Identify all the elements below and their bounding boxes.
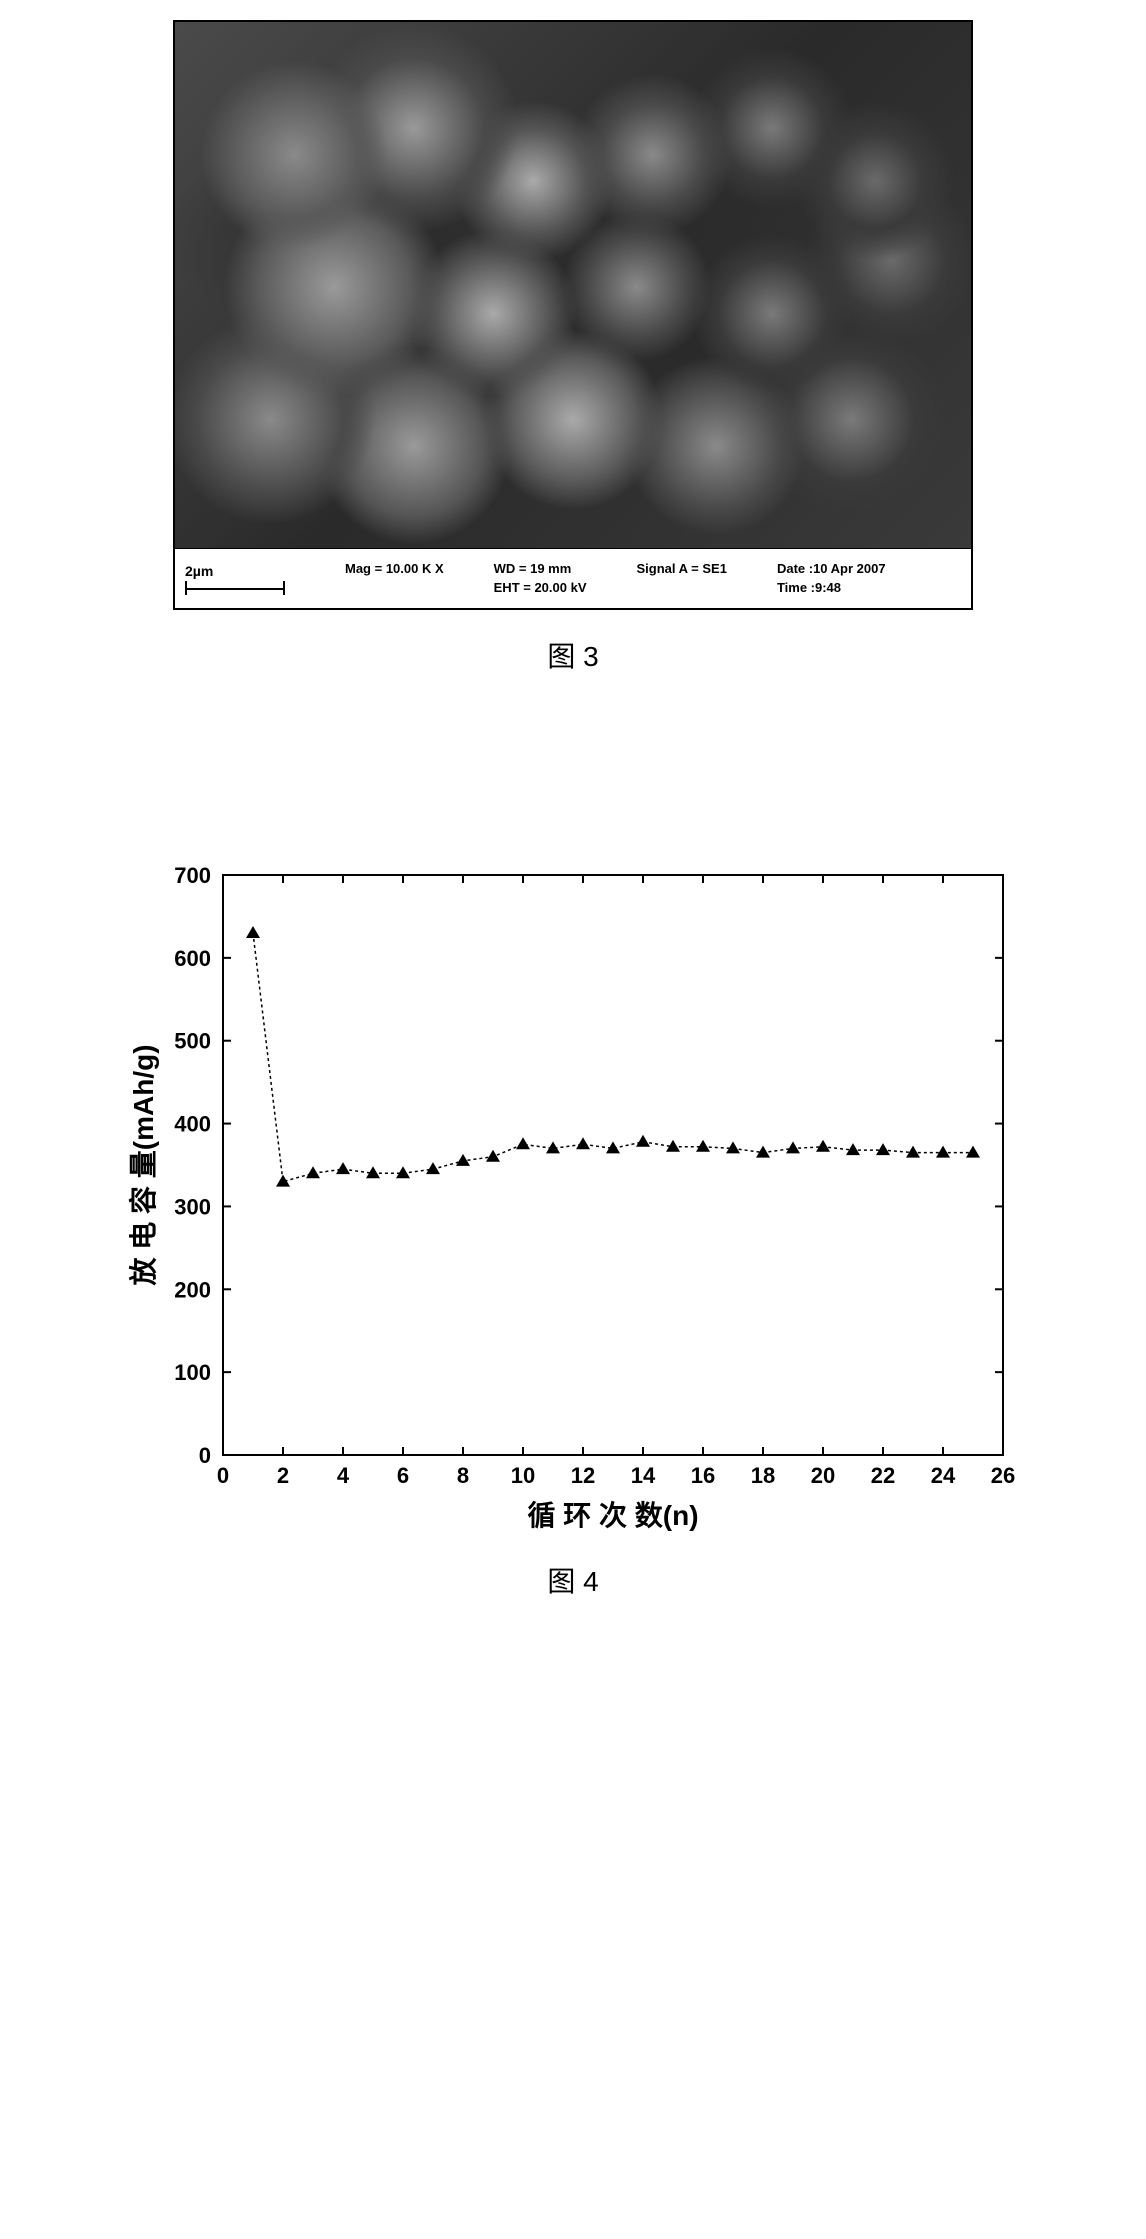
svg-text:放 电 容 量(mAh/g): 放 电 容 量(mAh/g) [127,1044,159,1286]
svg-text:500: 500 [174,1029,211,1054]
figure-3-caption: 图 3 [40,635,1106,675]
svg-text:10: 10 [511,1463,535,1488]
svg-text:400: 400 [174,1112,211,1137]
svg-text:14: 14 [631,1463,656,1488]
svg-text:18: 18 [751,1463,775,1488]
svg-text:24: 24 [931,1463,956,1488]
svg-text:循 环 次 数(n): 循 环 次 数(n) [527,1500,698,1531]
svg-text:700: 700 [174,863,211,888]
figure-4-container: 0246810121416182022242601002003004005006… [40,855,1106,1600]
sem-date: Date :10 Apr 2007 [777,560,886,578]
chart-svg: 0246810121416182022242601002003004005006… [123,855,1023,1535]
svg-text:4: 4 [337,1463,350,1488]
svg-text:8: 8 [457,1463,469,1488]
sem-scale-line [185,581,285,595]
svg-text:300: 300 [174,1194,211,1219]
svg-text:22: 22 [871,1463,895,1488]
svg-text:20: 20 [811,1463,835,1488]
svg-text:600: 600 [174,946,211,971]
sem-magnification: Mag = 10.00 K X [345,560,444,578]
sem-time: Time :9:48 [777,579,886,597]
svg-text:200: 200 [174,1277,211,1302]
sem-meta-wd-eht: WD = 19 mm EHT = 20.00 kV [494,560,587,596]
sem-info-bar: 2µm Mag = 10.00 K X WD = 19 mm EHT = 20.… [175,548,971,608]
figure-4-caption: 图 4 [40,1560,1106,1600]
svg-text:0: 0 [217,1463,229,1488]
sem-meta-datetime: Date :10 Apr 2007 Time :9:48 [777,560,886,596]
sem-texture [175,22,971,552]
sem-meta-mag: Mag = 10.00 K X [345,560,444,596]
sem-working-distance: WD = 19 mm [494,560,587,578]
svg-text:6: 6 [397,1463,409,1488]
svg-text:0: 0 [199,1443,211,1468]
sem-meta-signal: Signal A = SE1 [637,560,727,596]
svg-text:12: 12 [571,1463,595,1488]
discharge-capacity-chart: 0246810121416182022242601002003004005006… [123,855,1023,1535]
svg-text:100: 100 [174,1360,211,1385]
figure-3-container: 2µm Mag = 10.00 K X WD = 19 mm EHT = 20.… [40,20,1106,675]
sem-scale-label: 2µm [185,563,213,579]
sem-signal: Signal A = SE1 [637,560,727,578]
sem-metadata: Mag = 10.00 K X WD = 19 mm EHT = 20.00 k… [345,560,886,596]
sem-voltage: EHT = 20.00 kV [494,579,587,597]
svg-text:26: 26 [991,1463,1015,1488]
svg-text:2: 2 [277,1463,289,1488]
sem-micrograph: 2µm Mag = 10.00 K X WD = 19 mm EHT = 20.… [173,20,973,610]
sem-scale-bar: 2µm [185,563,305,595]
svg-text:16: 16 [691,1463,715,1488]
